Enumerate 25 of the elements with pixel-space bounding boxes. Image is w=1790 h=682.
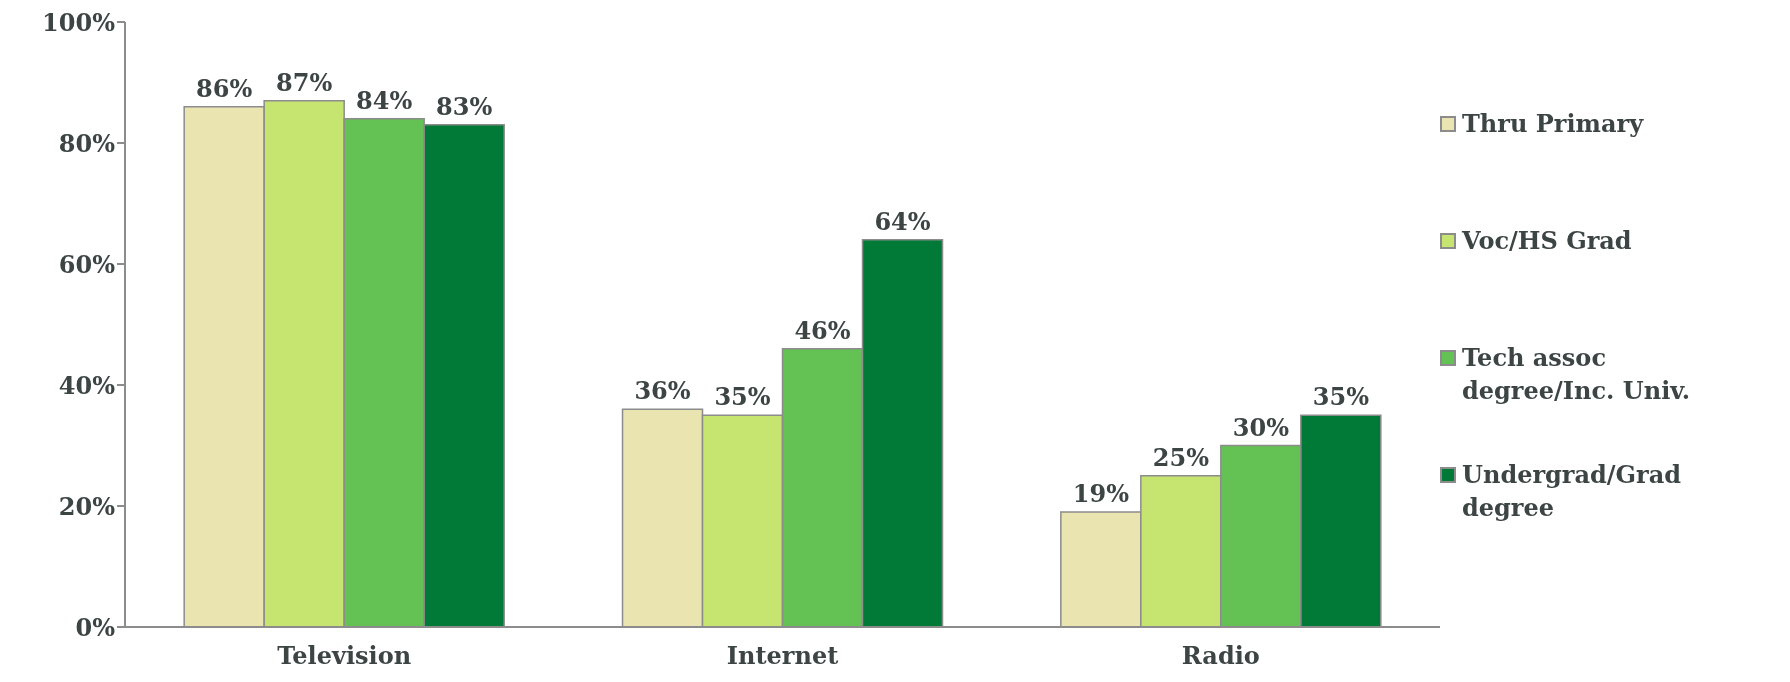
y-tick-label: 100%	[42, 7, 116, 37]
y-tick-label: 20%	[58, 491, 116, 521]
y-tick-label: 60%	[58, 249, 116, 279]
data-label: 87%	[276, 67, 333, 97]
data-label: 25%	[1152, 442, 1210, 472]
data-label: 46%	[794, 315, 851, 345]
legend-label: Undergrad/Grad degree	[1462, 459, 1683, 524]
data-label: 86%	[196, 73, 253, 103]
y-tick-label: 0%	[75, 612, 116, 642]
x-tick-label: Radio	[1181, 641, 1260, 671]
legend-label: Voc/HS Grad	[1462, 225, 1633, 257]
data-label: 35%	[714, 382, 771, 412]
data-label: 64%	[874, 206, 931, 236]
data-label: 36%	[634, 376, 691, 406]
x-tick-label: Television	[277, 641, 412, 671]
y-tick-label: 40%	[58, 370, 116, 400]
data-label: 30%	[1232, 412, 1290, 442]
data-label: 35%	[1312, 382, 1370, 412]
data-label: 83%	[436, 91, 493, 121]
legend-label: Thru Primary	[1462, 108, 1645, 140]
x-tick-label: Internet	[726, 641, 839, 671]
data-label: 19%	[1072, 479, 1130, 509]
legend-label: Tech assoc degree/Inc. Univ.	[1462, 342, 1692, 407]
y-tick-label: 80%	[58, 128, 116, 158]
data-label: 84%	[356, 85, 413, 115]
